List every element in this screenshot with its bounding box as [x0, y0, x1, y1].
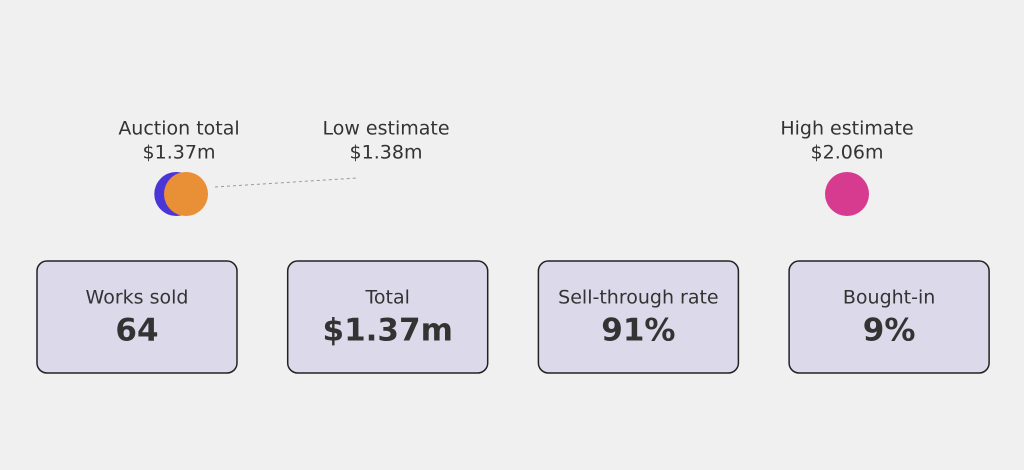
- stat-card: [286, 260, 489, 374]
- marker-dot: [825, 172, 869, 216]
- card-value: 64: [115, 313, 158, 349]
- card-title: Works sold: [86, 287, 189, 309]
- marker-value: $1.38m: [350, 142, 423, 164]
- marker-label: Low estimate: [322, 118, 449, 140]
- leader-line: [214, 177, 358, 188]
- marker-value: $2.06m: [811, 142, 884, 164]
- card-value: 91%: [601, 313, 675, 349]
- card-title: Sell-through rate: [558, 287, 718, 309]
- marker-label: Auction total: [118, 118, 239, 140]
- card-title: Total: [365, 287, 410, 309]
- card-title: Bought-in: [843, 287, 935, 309]
- stat-card: [788, 260, 990, 374]
- marker-label: High estimate: [780, 118, 913, 140]
- card-value: $1.37m: [323, 313, 453, 349]
- stat-card: [537, 260, 740, 374]
- marker-dot: [164, 172, 208, 216]
- card-value: 9%: [863, 313, 916, 349]
- stat-card: [36, 260, 238, 374]
- marker-value: $1.37m: [143, 142, 216, 164]
